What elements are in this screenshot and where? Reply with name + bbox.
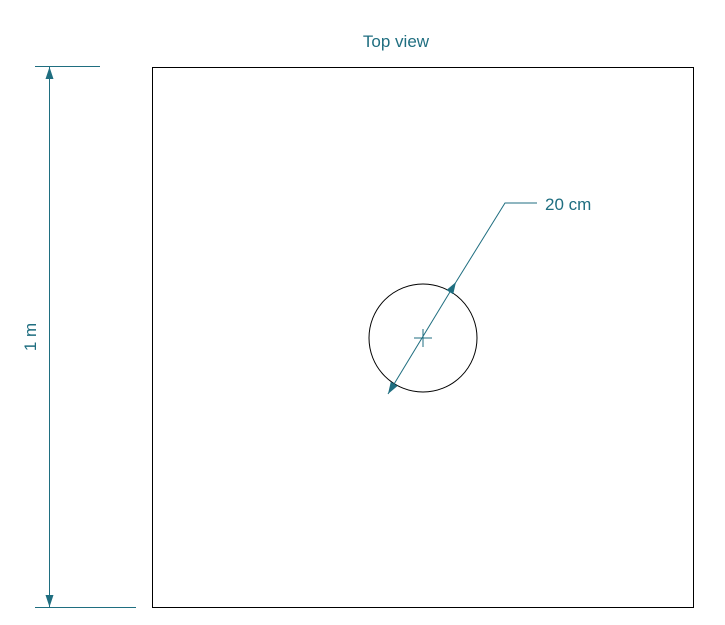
diameter-dimension-line	[387, 281, 457, 395]
view-title: Top view	[363, 32, 430, 51]
height-dimension-label: 1 m	[21, 323, 40, 351]
diameter-dimension-label: 20 cm	[545, 195, 591, 214]
diameter-leader-line	[455, 202, 537, 283]
plate-outline	[152, 67, 694, 608]
